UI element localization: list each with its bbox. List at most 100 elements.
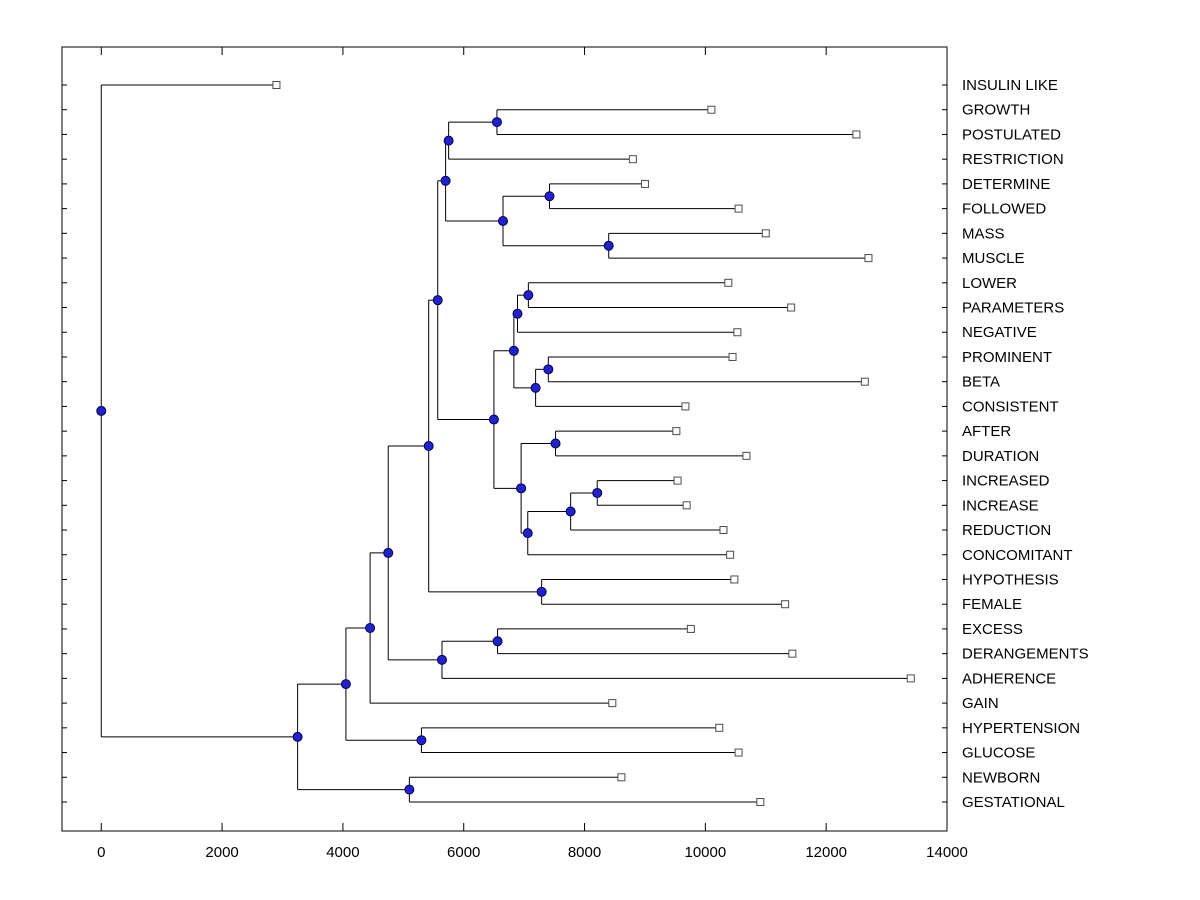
leaf-node-marker[interactable] bbox=[640, 179, 649, 188]
branch-node-marker[interactable] bbox=[536, 586, 547, 597]
leaf-node-marker[interactable] bbox=[608, 699, 617, 708]
branch-node-marker[interactable] bbox=[492, 636, 503, 647]
leaf-node-marker[interactable] bbox=[852, 130, 861, 139]
leaf-node-marker[interactable] bbox=[742, 451, 751, 460]
branch-node-marker[interactable] bbox=[491, 117, 502, 128]
leaf-node-marker[interactable] bbox=[781, 600, 790, 609]
leaf-node-marker[interactable] bbox=[906, 674, 915, 683]
leaf-node-marker[interactable] bbox=[724, 278, 733, 287]
branch-node-marker[interactable] bbox=[543, 364, 554, 375]
leaf-node-marker[interactable] bbox=[728, 352, 737, 361]
branch-node-marker[interactable] bbox=[383, 547, 394, 558]
leaf-label: PROMINENT bbox=[962, 349, 1052, 366]
branch-node-marker[interactable] bbox=[404, 784, 415, 795]
branch-node-marker[interactable] bbox=[432, 295, 443, 306]
leaf-node-marker[interactable] bbox=[707, 105, 716, 114]
leaf-label: CONSISTENT bbox=[962, 398, 1059, 415]
leaf-label: DURATION bbox=[962, 448, 1039, 465]
leaf-node-marker[interactable] bbox=[788, 649, 797, 658]
leaf-node-marker[interactable] bbox=[715, 723, 724, 732]
branch-node-marker[interactable] bbox=[603, 240, 614, 251]
leaf-label: DETERMINE bbox=[962, 176, 1050, 193]
leaf-label: DERANGEMENTS bbox=[962, 646, 1089, 663]
x-tick-label: 4000 bbox=[326, 844, 359, 861]
leaf-node-marker[interactable] bbox=[617, 773, 626, 782]
leaf-label: ADHERENCE bbox=[962, 670, 1056, 687]
leaf-node-marker[interactable] bbox=[730, 575, 739, 584]
x-tick-label: 14000 bbox=[926, 844, 968, 861]
leaf-label: GAIN bbox=[962, 695, 999, 712]
leaf-node-marker[interactable] bbox=[628, 155, 637, 164]
branch-node-marker[interactable] bbox=[416, 735, 427, 746]
leaf-node-marker[interactable] bbox=[733, 328, 742, 337]
x-tick-label: 0 bbox=[97, 844, 105, 861]
leaf-label: GESTATIONAL bbox=[962, 794, 1065, 811]
leaf-label: INSULIN LIKE bbox=[962, 77, 1058, 94]
branch-node-marker[interactable] bbox=[516, 483, 527, 494]
leaf-node-marker[interactable] bbox=[860, 377, 869, 386]
leaf-node-marker[interactable] bbox=[686, 624, 695, 633]
branch-node-marker[interactable] bbox=[436, 654, 447, 665]
leaf-label: HYPOTHESIS bbox=[962, 571, 1059, 588]
leaf-label: FEMALE bbox=[962, 596, 1022, 613]
branch-node-marker[interactable] bbox=[512, 308, 523, 319]
x-tick-label: 8000 bbox=[568, 844, 601, 861]
branch-node-marker[interactable] bbox=[565, 506, 576, 517]
leaf-label: INCREASE bbox=[962, 497, 1039, 514]
leaf-node-marker[interactable] bbox=[734, 204, 743, 213]
branch-node-marker[interactable] bbox=[440, 175, 451, 186]
leaf-label: PARAMETERS bbox=[962, 300, 1064, 317]
x-tick-label: 2000 bbox=[205, 844, 238, 861]
branch-node-marker[interactable] bbox=[523, 290, 534, 301]
branch-node-marker[interactable] bbox=[592, 487, 603, 498]
leaf-node-marker[interactable] bbox=[734, 748, 743, 757]
x-tick-label: 12000 bbox=[805, 844, 847, 861]
leaf-node-marker[interactable] bbox=[756, 798, 765, 806]
leaf-label: MUSCLE bbox=[962, 250, 1025, 267]
leaf-node-marker[interactable] bbox=[673, 476, 682, 485]
branch-node-marker[interactable] bbox=[497, 215, 508, 226]
leaf-label: INCREASED bbox=[962, 473, 1050, 490]
branch-node-marker[interactable] bbox=[365, 623, 376, 634]
leaf-label: HYPERTENSION bbox=[962, 720, 1080, 737]
leaf-label: GLUCOSE bbox=[962, 745, 1035, 762]
leaf-node-marker[interactable] bbox=[681, 402, 690, 411]
leaf-label: GROWTH bbox=[962, 102, 1030, 119]
leaf-node-marker[interactable] bbox=[787, 303, 796, 312]
leaf-label: FOLLOWED bbox=[962, 201, 1046, 218]
leaf-node-marker[interactable] bbox=[272, 81, 281, 89]
branch-node-marker[interactable] bbox=[443, 135, 454, 146]
x-tick-label: 6000 bbox=[447, 844, 480, 861]
leaf-node-marker[interactable] bbox=[726, 550, 735, 559]
leaf-label: NEGATIVE bbox=[962, 324, 1037, 341]
x-tick-label: 10000 bbox=[685, 844, 727, 861]
branch-node-marker[interactable] bbox=[508, 345, 519, 356]
leaf-label: CONCOMITANT bbox=[962, 547, 1073, 564]
leaf-label: RESTRICTION bbox=[962, 151, 1064, 168]
leaf-label: NEWBORN bbox=[962, 769, 1040, 786]
branch-node-marker[interactable] bbox=[292, 731, 303, 742]
branch-node-marker[interactable] bbox=[550, 438, 561, 449]
branch-node-marker[interactable] bbox=[340, 679, 351, 690]
leaf-label: AFTER bbox=[962, 423, 1011, 440]
leaf-label: LOWER bbox=[962, 275, 1017, 292]
leaf-node-marker[interactable] bbox=[672, 427, 681, 436]
branch-node-marker[interactable] bbox=[522, 528, 533, 539]
leaf-label: POSTULATED bbox=[962, 126, 1061, 143]
plot-box bbox=[61, 46, 948, 832]
branch-node-marker[interactable] bbox=[423, 441, 434, 452]
branch-node-marker[interactable] bbox=[544, 191, 555, 202]
leaf-label: MASS bbox=[962, 225, 1005, 242]
branch-node-marker[interactable] bbox=[488, 414, 499, 425]
leaf-label: REDUCTION bbox=[962, 522, 1051, 539]
leaf-node-marker[interactable] bbox=[719, 526, 728, 535]
leaf-label: EXCESS bbox=[962, 621, 1023, 638]
leaf-node-marker[interactable] bbox=[864, 254, 873, 263]
leaf-node-marker[interactable] bbox=[761, 229, 770, 238]
root-node-marker[interactable] bbox=[96, 405, 107, 416]
branch-node-marker[interactable] bbox=[530, 382, 541, 393]
leaf-node-marker[interactable] bbox=[682, 501, 691, 510]
leaf-label: BETA bbox=[962, 374, 1000, 391]
